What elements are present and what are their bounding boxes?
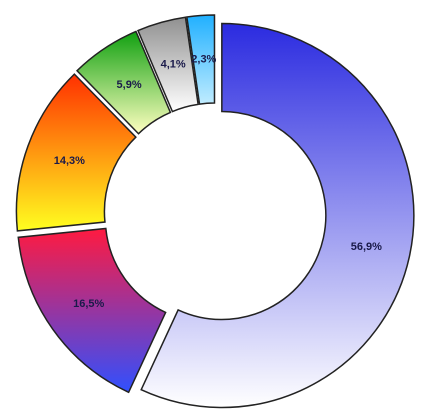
slice [185, 14, 216, 105]
value-label: 2,3% [191, 53, 216, 65]
value-label: 14,3% [54, 155, 85, 167]
slice [140, 22, 415, 409]
slice [17, 227, 167, 394]
value-label: 16,5% [73, 298, 104, 310]
slice [15, 73, 137, 232]
value-label: 4,1% [161, 59, 186, 71]
slice [136, 16, 199, 113]
slice [76, 30, 172, 135]
value-label: 5,9% [117, 79, 142, 91]
value-label: 56,9% [351, 241, 382, 253]
